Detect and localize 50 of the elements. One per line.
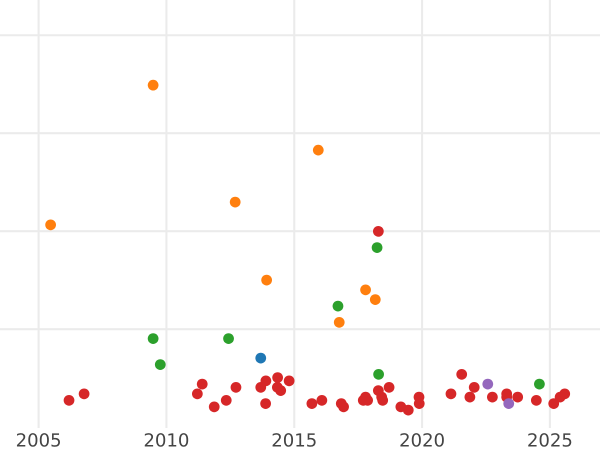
- point: [402, 404, 414, 416]
- point: [230, 382, 242, 393]
- point: [223, 333, 234, 344]
- point: [260, 398, 271, 409]
- point: [148, 333, 159, 344]
- point: [208, 401, 220, 412]
- x-tick-label: 2005: [16, 433, 60, 447]
- point: [446, 388, 456, 400]
- point: [486, 392, 498, 402]
- point: [154, 359, 166, 370]
- x-tick-label: 2015: [272, 433, 316, 447]
- point: [230, 196, 241, 208]
- point: [272, 372, 284, 383]
- point: [468, 382, 480, 393]
- point: [78, 388, 90, 400]
- point: [360, 284, 371, 296]
- point: [372, 242, 382, 253]
- point: [148, 80, 159, 91]
- point: [45, 219, 56, 230]
- point: [503, 398, 514, 409]
- point: [64, 394, 74, 406]
- point: [261, 274, 272, 286]
- point: [312, 144, 324, 156]
- point: [255, 352, 266, 364]
- point: [372, 226, 384, 237]
- point: [512, 392, 524, 402]
- point: [373, 368, 384, 380]
- point: [384, 382, 394, 393]
- point: [530, 394, 542, 406]
- point: [275, 385, 286, 396]
- point: [316, 394, 328, 406]
- x-tick-label: 2010: [144, 433, 188, 447]
- point: [306, 398, 318, 409]
- point: [456, 368, 468, 380]
- point: [332, 300, 344, 312]
- point: [220, 394, 232, 406]
- x-tick-label: 2020: [400, 433, 444, 447]
- point: [196, 378, 208, 390]
- point: [559, 388, 570, 400]
- point: [548, 398, 560, 409]
- point: [260, 375, 272, 386]
- point: [482, 378, 494, 390]
- x-tick-label: 2025: [528, 433, 572, 447]
- point: [464, 392, 476, 402]
- point: [334, 316, 345, 328]
- point: [534, 378, 545, 390]
- point: [338, 401, 349, 412]
- point: [370, 294, 381, 305]
- point: [284, 375, 295, 386]
- point: [192, 388, 203, 400]
